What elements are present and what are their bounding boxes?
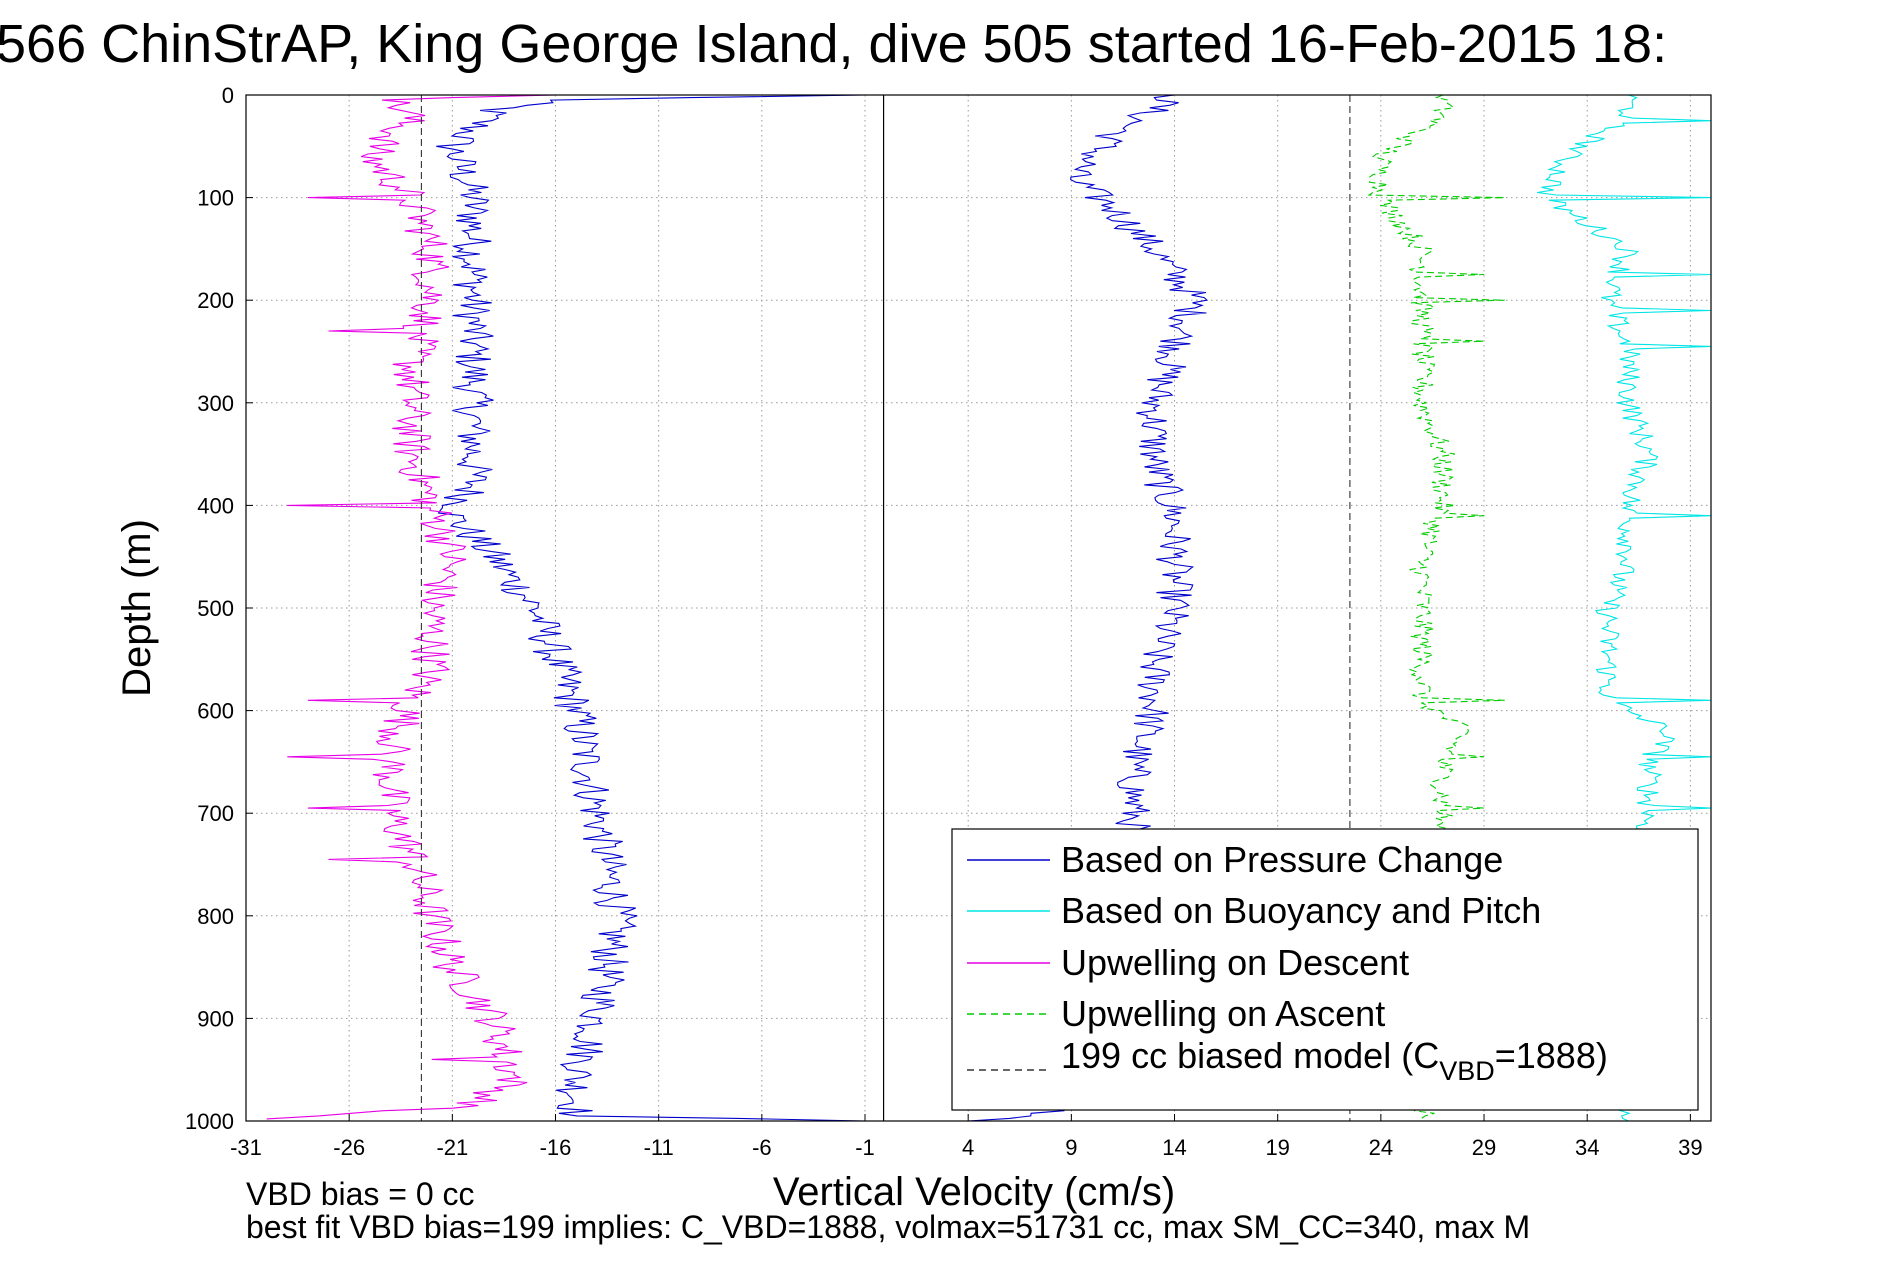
x-tick-label: -16 xyxy=(540,1135,572,1160)
x-tick-label: -11 xyxy=(644,1135,674,1160)
y-tick-label: 800 xyxy=(197,904,234,929)
x-tick-label: 19 xyxy=(1265,1135,1289,1160)
legend-label-model: 199 cc biased model (CVBD=1888) xyxy=(1061,1035,1608,1086)
y-tick-label: 200 xyxy=(197,288,234,313)
x-tick-label: 34 xyxy=(1575,1135,1599,1160)
y-tick-label: 500 xyxy=(197,596,234,621)
legend-label-upwelling-ascent: Upwelling on Ascent xyxy=(1061,993,1385,1034)
y-tick-label: 100 xyxy=(197,186,234,211)
x-tick-label: 24 xyxy=(1369,1135,1393,1160)
x-tick-label: -1 xyxy=(855,1135,875,1160)
y-tick-label: 700 xyxy=(197,801,234,826)
y-axis-label: Depth (m) xyxy=(115,519,159,697)
series-line-upwelling-on-descent xyxy=(266,94,556,1120)
footer-line-2: best fit VBD bias=199 implies: C_VBD=188… xyxy=(246,1209,1530,1245)
y-tick-label: 0 xyxy=(222,83,234,108)
y-tick-label: 900 xyxy=(197,1006,234,1031)
legend-label-model-tail: =1888) xyxy=(1495,1035,1608,1076)
x-tick-label: 29 xyxy=(1472,1135,1496,1160)
chart-title: 566 ChinStrAP, King George Island, dive … xyxy=(0,14,1667,74)
x-tick-label: 39 xyxy=(1678,1135,1702,1160)
legend-label-buoyancy: Based on Buoyancy and Pitch xyxy=(1061,890,1541,931)
legend-label-upwelling-descent: Upwelling on Descent xyxy=(1061,942,1409,983)
y-tick-label: 1000 xyxy=(185,1109,234,1134)
x-tick-label: -6 xyxy=(752,1135,772,1160)
series-line-based-on-pressure-change-descent xyxy=(436,94,866,1122)
footer-line-1: VBD bias = 0 cc xyxy=(246,1176,475,1212)
legend-box xyxy=(951,828,1699,1111)
legend-label-model-main: 199 cc biased model (C xyxy=(1061,1035,1439,1076)
x-tick-label: -31 xyxy=(230,1135,262,1160)
x-tick-label: -26 xyxy=(333,1135,365,1160)
x-tick-label: -21 xyxy=(436,1135,468,1160)
x-tick-label: 14 xyxy=(1162,1135,1186,1160)
x-tick-label: 4 xyxy=(962,1135,974,1160)
y-tick-label: 300 xyxy=(197,391,234,416)
tick-group: -31 -26 -21 -16 -11 -6 -1 4 9 14 19 24 29 34 39 0 100 200… xyxy=(185,83,1703,1160)
legend-label-pressure: Based on Pressure Change xyxy=(1061,839,1503,880)
x-axis-label: Vertical Velocity (cm/s) xyxy=(773,1170,1175,1214)
legend: Based on Pressure Change Based on Buoyan… xyxy=(951,828,1699,1111)
y-tick-label: 600 xyxy=(197,699,234,724)
x-tick-label: 9 xyxy=(1065,1135,1077,1160)
y-tick-label: 400 xyxy=(197,493,234,518)
legend-label-model-sub: VBD xyxy=(1439,1056,1495,1086)
